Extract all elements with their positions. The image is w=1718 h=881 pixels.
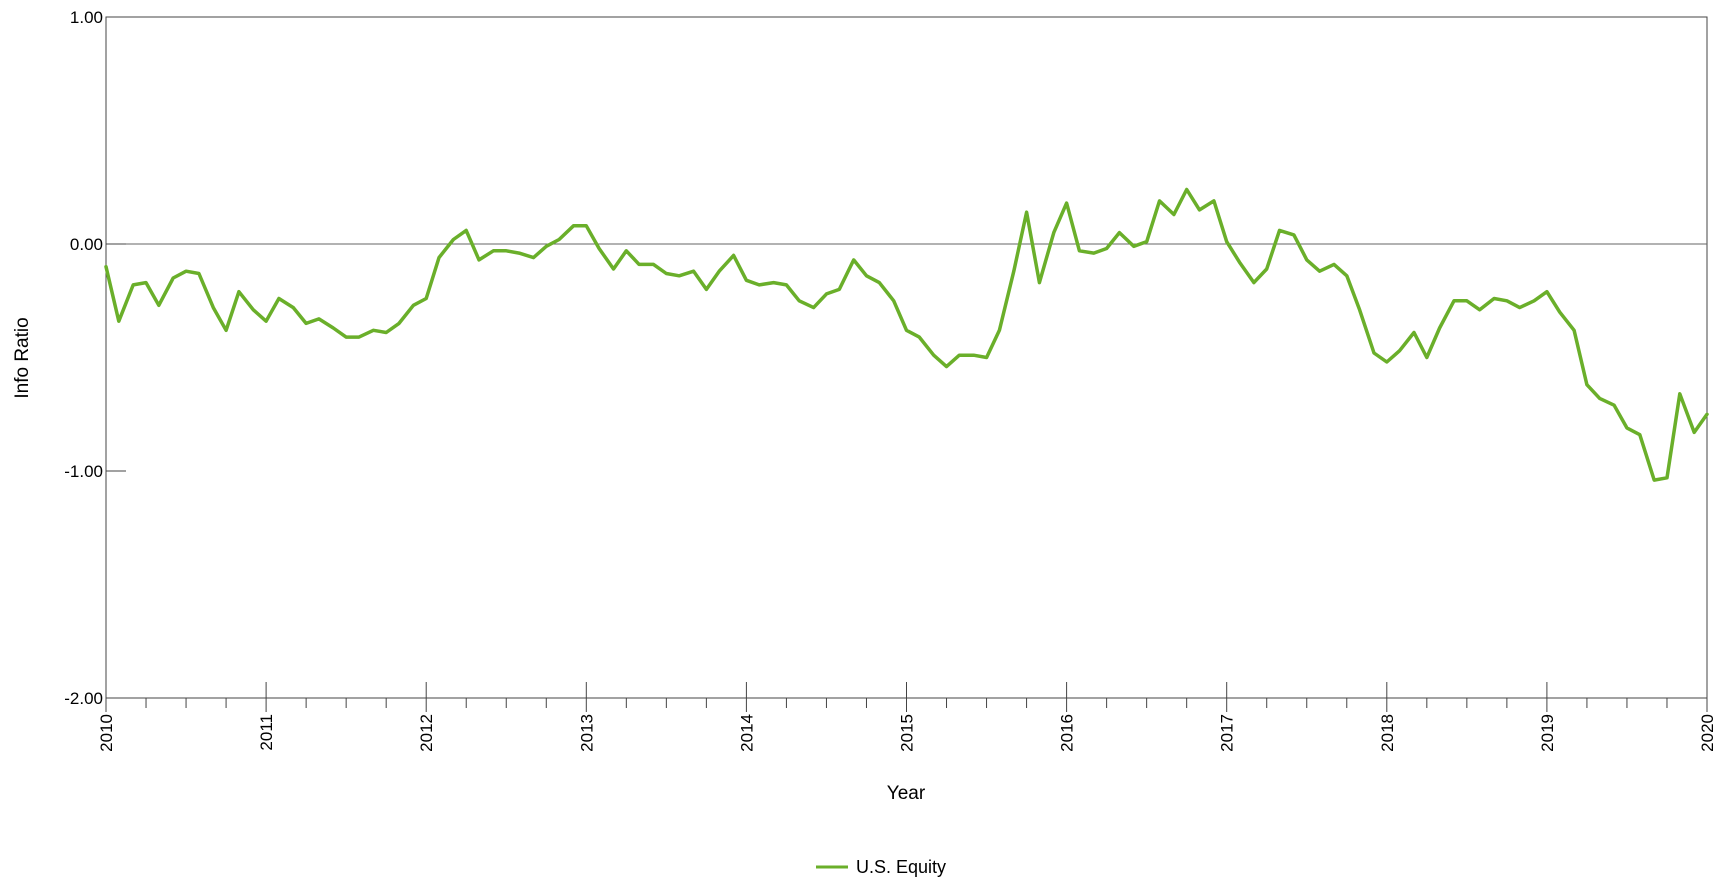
x-tick-label: 2015 bbox=[898, 714, 917, 752]
y-tick-label: -1.00 bbox=[64, 462, 103, 481]
x-axis-title: Year bbox=[887, 783, 926, 804]
x-tick-label: 2011 bbox=[257, 714, 276, 751]
x-tick-label: 2017 bbox=[1218, 714, 1237, 752]
y-axis-title: Info Ratio bbox=[12, 317, 33, 398]
x-tick-label: 2014 bbox=[737, 714, 756, 752]
y-tick-label: 1.00 bbox=[70, 8, 103, 27]
x-axis-ticks: 2010 2011 2012 2013 2014 2015 2016 2017 2018 2019… bbox=[97, 682, 1717, 752]
x-tick-label: 2012 bbox=[417, 714, 436, 752]
plot-frame bbox=[105, 16, 1708, 699]
y-tick-label: -2.00 bbox=[64, 689, 103, 708]
x-tick-label: 2020 bbox=[1698, 714, 1717, 752]
x-tick-label: 2010 bbox=[97, 714, 116, 752]
x-tick-label: 2018 bbox=[1378, 714, 1397, 752]
legend-label-us-equity: U.S. Equity bbox=[856, 857, 946, 877]
series-line-us-equity bbox=[104, 187, 1709, 482]
y-axis-ticks: 1.00 0.00 -1.00 -2.00 bbox=[64, 8, 126, 708]
x-tick-label: 2016 bbox=[1058, 714, 1077, 752]
x-tick-label: 2013 bbox=[577, 714, 596, 752]
y-tick-label: 0.00 bbox=[70, 235, 103, 254]
x-tick-label: 2019 bbox=[1538, 714, 1557, 752]
series-layer bbox=[104, 187, 1709, 482]
legend: U.S. Equity bbox=[816, 857, 946, 877]
